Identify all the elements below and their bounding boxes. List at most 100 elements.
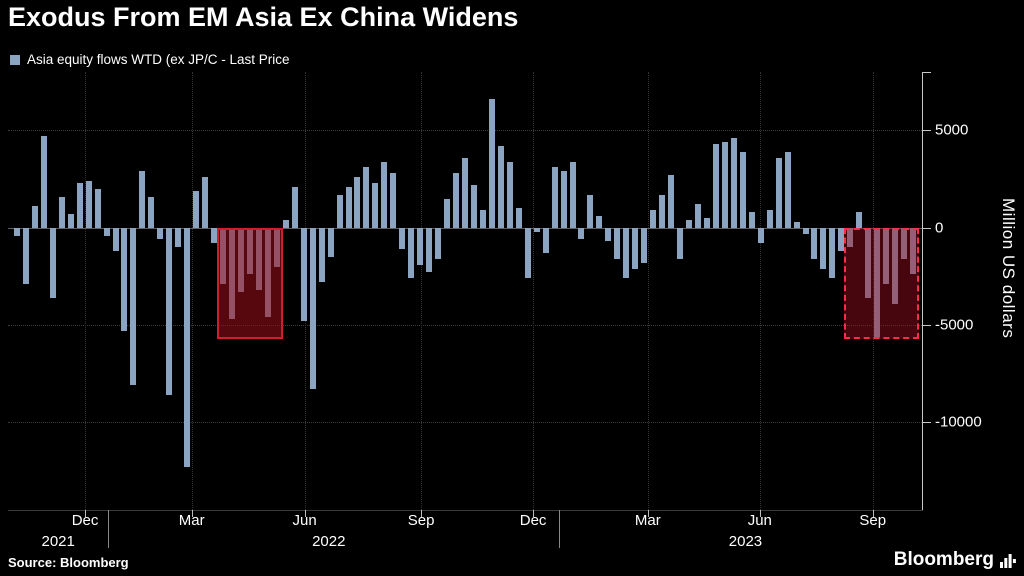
bar bbox=[856, 212, 863, 228]
h-gridline bbox=[8, 130, 922, 132]
y-tick-label: -10000 bbox=[935, 413, 982, 431]
bar bbox=[587, 194, 594, 228]
bar bbox=[121, 227, 128, 331]
bar bbox=[40, 136, 47, 228]
bar bbox=[793, 221, 800, 228]
bar bbox=[524, 227, 531, 279]
bar bbox=[327, 227, 334, 257]
bar bbox=[829, 227, 836, 279]
bar bbox=[560, 171, 567, 228]
bar bbox=[444, 198, 451, 228]
bar bbox=[193, 190, 200, 228]
bar bbox=[309, 227, 316, 390]
v-gridline bbox=[85, 72, 87, 510]
bar bbox=[614, 227, 621, 259]
x-tick-label: Sep bbox=[407, 512, 435, 529]
bar bbox=[85, 181, 92, 228]
bar bbox=[479, 210, 486, 228]
bar bbox=[542, 227, 549, 254]
chart-title: Exodus From EM Asia Ex China Widens bbox=[8, 2, 519, 32]
x-tick-label: Mar bbox=[178, 512, 205, 529]
bar bbox=[596, 216, 603, 228]
bar bbox=[470, 184, 477, 228]
year-label: 2021 bbox=[41, 533, 75, 550]
bar bbox=[166, 227, 173, 396]
bar bbox=[148, 196, 155, 228]
bar bbox=[31, 206, 38, 228]
bar bbox=[390, 173, 397, 228]
bar bbox=[497, 145, 504, 228]
bar bbox=[650, 210, 657, 228]
bar bbox=[417, 227, 424, 265]
year-divider bbox=[108, 510, 110, 548]
bar bbox=[551, 167, 558, 228]
plot-area bbox=[8, 72, 922, 510]
y-axis-line bbox=[922, 72, 923, 510]
bar bbox=[874, 227, 881, 337]
x-tick bbox=[421, 510, 423, 517]
bar bbox=[766, 210, 773, 228]
bar bbox=[354, 177, 361, 228]
bar bbox=[703, 218, 710, 228]
bar bbox=[730, 138, 737, 228]
bar bbox=[453, 173, 460, 228]
v-gridline bbox=[191, 72, 193, 510]
bar bbox=[677, 227, 684, 259]
y-tick bbox=[923, 422, 931, 424]
bar bbox=[632, 227, 639, 269]
bar bbox=[901, 227, 908, 259]
bar bbox=[408, 227, 415, 279]
bar bbox=[94, 188, 101, 228]
bar bbox=[883, 227, 890, 285]
x-tick-label: Dec bbox=[519, 512, 547, 529]
legend-label: Asia equity flows WTD (ex JP/C - Last Pr… bbox=[27, 52, 290, 67]
bar bbox=[291, 186, 298, 228]
highlight-box-solid bbox=[217, 227, 283, 339]
bar bbox=[282, 219, 289, 228]
bar bbox=[363, 167, 370, 228]
bar bbox=[49, 227, 56, 298]
bar bbox=[578, 227, 585, 240]
bar bbox=[211, 227, 218, 244]
bar bbox=[399, 227, 406, 250]
legend: Asia equity flows WTD (ex JP/C - Last Pr… bbox=[10, 52, 290, 67]
bar bbox=[435, 227, 442, 259]
y-tick bbox=[923, 130, 931, 132]
bar bbox=[784, 151, 791, 228]
bar bbox=[488, 99, 495, 228]
bar bbox=[694, 204, 701, 228]
x-tick bbox=[85, 510, 87, 517]
bar bbox=[757, 227, 764, 244]
v-gridline bbox=[647, 72, 649, 510]
bar bbox=[668, 175, 675, 228]
bar bbox=[157, 227, 164, 240]
y-tick-label: -5000 bbox=[935, 316, 974, 334]
bar bbox=[426, 227, 433, 273]
bar bbox=[67, 214, 74, 228]
source-note: Source: Bloomberg bbox=[8, 555, 129, 570]
bloomberg-logo: Bloomberg bbox=[894, 549, 1016, 571]
bar bbox=[462, 157, 468, 228]
bar bbox=[139, 171, 146, 228]
bar bbox=[739, 151, 746, 228]
bar bbox=[811, 227, 818, 259]
bar bbox=[202, 177, 209, 228]
bar bbox=[820, 227, 827, 269]
y-tick bbox=[923, 227, 931, 229]
x-tick-label: Dec bbox=[71, 512, 99, 529]
legend-swatch bbox=[10, 54, 20, 65]
year-label: 2022 bbox=[312, 533, 346, 550]
v-gridline bbox=[533, 72, 535, 510]
x-tick bbox=[533, 510, 535, 517]
bar bbox=[336, 194, 343, 228]
y-axis-title: Million US dollars bbox=[999, 198, 1018, 339]
bar bbox=[381, 161, 388, 228]
bloomberg-logo-text: Bloomberg bbox=[893, 549, 994, 570]
highlight-box-dashed bbox=[844, 227, 920, 339]
x-tick bbox=[759, 510, 761, 517]
year-label: 2023 bbox=[728, 533, 763, 550]
x-tick bbox=[191, 510, 193, 517]
bar bbox=[847, 227, 854, 248]
bar bbox=[130, 227, 137, 386]
